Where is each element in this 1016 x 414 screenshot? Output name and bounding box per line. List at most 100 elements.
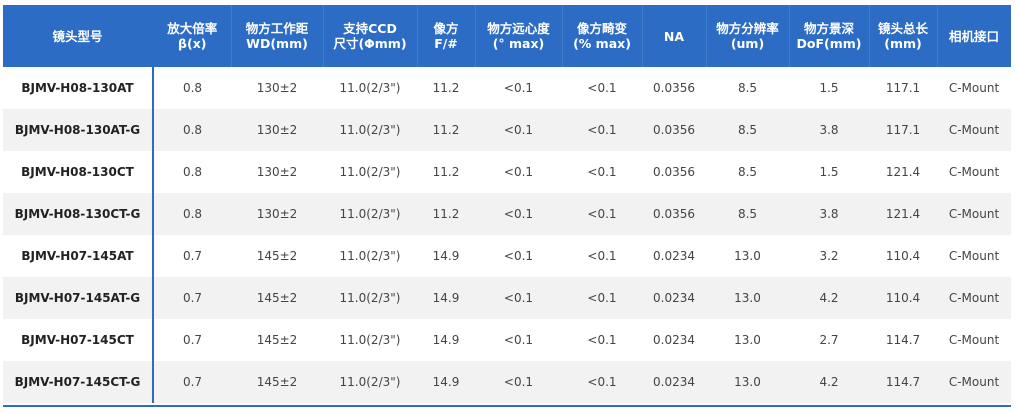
cell-distortion: <0.1 [562, 67, 642, 109]
cell-total-length: 110.4 [869, 277, 937, 319]
table-row: BJMV-H08-130CT-G 0.8 130±2 11.0(2/3") 11.2 <0… [3, 193, 1011, 235]
cell-magnification: 0.7 [153, 235, 231, 277]
cell-working-distance: 130±2 [231, 67, 323, 109]
header-magnification-line-1: 放大倍率 [167, 21, 218, 36]
cell-total-length: 117.1 [869, 67, 937, 109]
header-camera-mount: 相机接口 [937, 5, 1012, 67]
cell-ccd-size: 11.0(2/3") [323, 151, 417, 193]
cell-model: BJMV-H08-130AT-G [3, 109, 154, 151]
cell-telecentricity: <0.1 [475, 151, 562, 193]
cell-model: BJMV-H07-145CT-G [3, 361, 154, 403]
cell-distortion: <0.1 [562, 277, 642, 319]
header-distortion-line-2: (% max) [573, 36, 631, 51]
cell-depth-of-field: 3.8 [789, 193, 869, 235]
table-row: BJMV-H07-145AT-G 0.7 145±2 11.0(2/3") 14.9 <0… [3, 277, 1011, 319]
table-body: BJMV-H08-130AT 0.8 130±2 11.0(2/3") 11.2 <0.1… [3, 67, 1011, 403]
cell-total-length: 117.1 [869, 109, 937, 151]
cell-distortion: <0.1 [562, 235, 642, 277]
cell-telecentricity: <0.1 [475, 193, 562, 235]
cell-distortion: <0.1 [562, 193, 642, 235]
header-resolution: 物方分辨率 (um) [706, 5, 790, 67]
header-total-length-line-1: 镜头总长 [877, 21, 928, 36]
cell-working-distance: 130±2 [231, 109, 323, 151]
table-row: BJMV-H08-130CT 0.8 130±2 11.0(2/3") 11.2 <0.1… [3, 151, 1011, 193]
cell-working-distance: 145±2 [231, 361, 323, 403]
cell-telecentricity: <0.1 [475, 277, 562, 319]
cell-working-distance: 145±2 [231, 277, 323, 319]
cell-depth-of-field: 2.7 [789, 319, 869, 361]
cell-depth-of-field: 4.2 [789, 277, 869, 319]
header-f-number-line-1: 像方 [433, 21, 459, 36]
cell-total-length: 121.4 [869, 151, 937, 193]
cell-ccd-size: 11.0(2/3") [323, 361, 417, 403]
cell-model: BJMV-H07-145CT [3, 319, 154, 361]
cell-ccd-size: 11.0(2/3") [323, 235, 417, 277]
bottom-divider [3, 405, 1011, 407]
table-row: BJMV-H07-145CT-G 0.7 145±2 11.0(2/3") 14.9 <0… [3, 361, 1011, 403]
header-total-length: 镜头总长 (mm) [869, 5, 938, 67]
cell-resolution: 13.0 [706, 319, 789, 361]
header-f-number-line-2: F/# [434, 36, 458, 51]
header-working-distance-line-1: 物方工作距 [245, 21, 309, 36]
header-total-length-line-2: (mm) [884, 36, 922, 51]
cell-f-number: 14.9 [417, 319, 475, 361]
header-ccd-size-line-1: 支持CCD [343, 21, 397, 36]
cell-magnification: 0.8 [153, 67, 231, 109]
cell-camera-mount: C-Mount [937, 109, 1011, 151]
header-ccd-size: 支持CCD 尺寸(Φmm) [323, 5, 418, 67]
cell-telecentricity: <0.1 [475, 319, 562, 361]
cell-working-distance: 130±2 [231, 193, 323, 235]
cell-total-length: 114.7 [869, 361, 937, 403]
cell-magnification: 0.8 [153, 109, 231, 151]
header-working-distance-line-2: WD(mm) [246, 36, 308, 51]
header-magnification-line-2: β(x) [178, 36, 207, 51]
cell-f-number: 14.9 [417, 361, 475, 403]
header-row: 镜头型号 放大倍率 β(x) 物方工作距 WD(mm) 支持CCD 尺寸(Φmm) 像… [3, 5, 1012, 67]
cell-depth-of-field: 1.5 [789, 67, 869, 109]
cell-na: 0.0356 [642, 151, 706, 193]
cell-ccd-size: 11.0(2/3") [323, 193, 417, 235]
header-model-line-1: 镜头型号 [52, 28, 103, 44]
table-row: BJMV-H08-130AT-G 0.8 130±2 11.0(2/3") 11.2 <0… [3, 109, 1011, 151]
cell-camera-mount: C-Mount [937, 193, 1011, 235]
cell-na: 0.0356 [642, 67, 706, 109]
cell-telecentricity: <0.1 [475, 67, 562, 109]
cell-f-number: 14.9 [417, 277, 475, 319]
cell-na: 0.0234 [642, 277, 706, 319]
cell-working-distance: 145±2 [231, 319, 323, 361]
cell-na: 0.0356 [642, 193, 706, 235]
cell-telecentricity: <0.1 [475, 361, 562, 403]
header-telecentricity: 物方远心度 (° max) [475, 5, 563, 67]
header-distortion: 像方畸变 (% max) [562, 5, 643, 67]
header-depth-of-field-line-1: 物方景深 [803, 21, 854, 36]
cell-na: 0.0234 [642, 361, 706, 403]
cell-camera-mount: C-Mount [937, 319, 1011, 361]
header-magnification: 放大倍率 β(x) [153, 5, 232, 67]
header-na-line-1: NA [663, 28, 685, 44]
cell-magnification: 0.7 [153, 319, 231, 361]
cell-working-distance: 130±2 [231, 151, 323, 193]
cell-distortion: <0.1 [562, 361, 642, 403]
cell-na: 0.0356 [642, 109, 706, 151]
cell-magnification: 0.8 [153, 193, 231, 235]
cell-depth-of-field: 3.2 [789, 235, 869, 277]
cell-magnification: 0.7 [153, 277, 231, 319]
header-na: NA [642, 5, 707, 67]
cell-model: BJMV-H07-145AT-G [3, 277, 154, 319]
cell-resolution: 13.0 [706, 235, 789, 277]
header-distortion-line-1: 像方畸变 [576, 21, 627, 36]
lens-spec-table: 镜头型号 放大倍率 β(x) 物方工作距 WD(mm) 支持CCD 尺寸(Φmm) 像… [3, 5, 1012, 403]
cell-ccd-size: 11.0(2/3") [323, 67, 417, 109]
cell-f-number: 14.9 [417, 235, 475, 277]
cell-model: BJMV-H07-145AT [3, 235, 154, 277]
cell-distortion: <0.1 [562, 151, 642, 193]
header-telecentricity-line-2: (° max) [492, 36, 545, 51]
header-telecentricity-line-1: 物方远心度 [487, 21, 550, 36]
cell-total-length: 110.4 [869, 235, 937, 277]
header-depth-of-field: 物方景深 DoF(mm) [789, 5, 870, 67]
cell-ccd-size: 11.0(2/3") [323, 319, 417, 361]
cell-f-number: 11.2 [417, 151, 475, 193]
cell-telecentricity: <0.1 [475, 235, 562, 277]
header-ccd-size-line-2: 尺寸(Φmm) [333, 36, 407, 51]
